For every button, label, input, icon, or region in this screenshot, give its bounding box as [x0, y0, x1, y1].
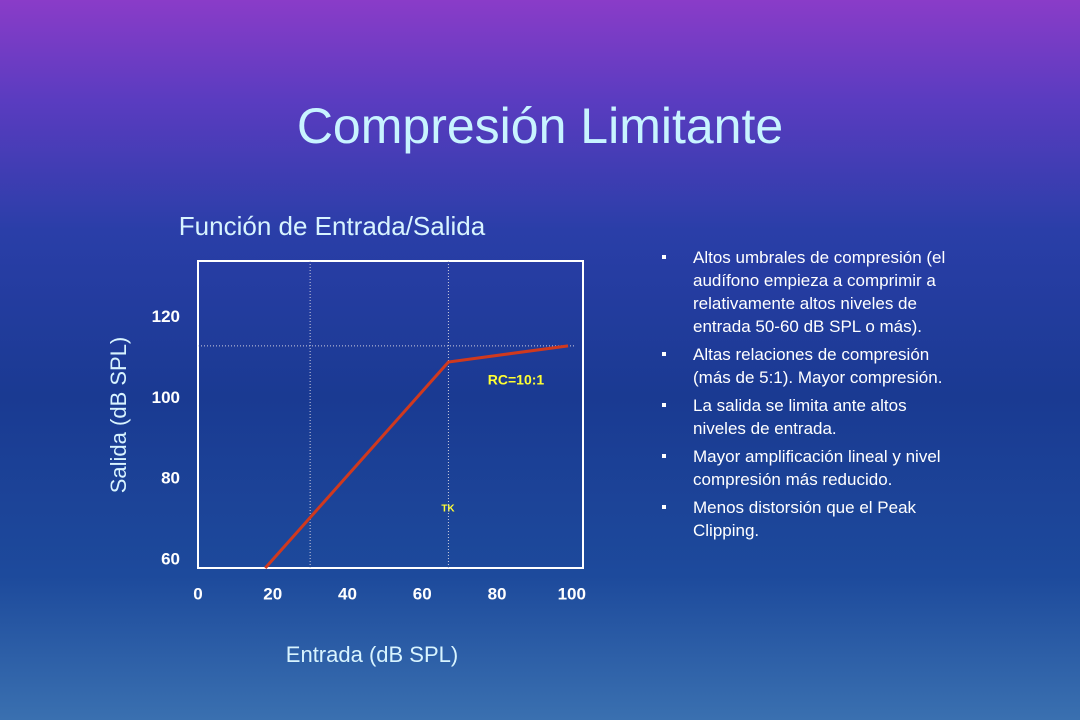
bullet: Altas relaciones de compresión (más de 5… — [662, 343, 962, 389]
bullet-list: Altos umbrales de compresión (el audífon… — [662, 246, 962, 547]
x-tick-label: 20 — [263, 584, 282, 603]
y-axis-label: Salida (dB SPL) — [106, 337, 131, 494]
annotation: RC=10:1 — [488, 372, 545, 388]
y-tick-label: 120 — [152, 307, 180, 326]
x-tick-label: 60 — [413, 584, 432, 603]
x-tick-label: 0 — [193, 584, 202, 603]
x-tick-label: 40 — [338, 584, 357, 603]
x-tick-label: 80 — [488, 584, 507, 603]
bullet: Menos distorsión que el Peak Clipping. — [662, 496, 962, 542]
x-axis-label: Entrada (dB SPL) — [286, 642, 458, 667]
slide-title: Compresión Limitante — [297, 98, 783, 154]
bullet: Altos umbrales de compresión (el audífon… — [662, 246, 962, 338]
y-tick-label: 60 — [161, 549, 180, 568]
plot-frame — [197, 260, 584, 569]
bullet: Mayor amplificación lineal y nivel compr… — [662, 445, 962, 491]
bullet: La salida se limita ante altos niveles d… — [662, 394, 962, 440]
annotation: TK — [441, 504, 455, 515]
x-tick-label: 100 — [558, 584, 586, 603]
chart-title: Función de Entrada/Salida — [179, 211, 486, 241]
y-tick-label: 80 — [161, 469, 180, 488]
y-tick-label: 100 — [152, 388, 180, 407]
io-curve — [264, 344, 569, 569]
